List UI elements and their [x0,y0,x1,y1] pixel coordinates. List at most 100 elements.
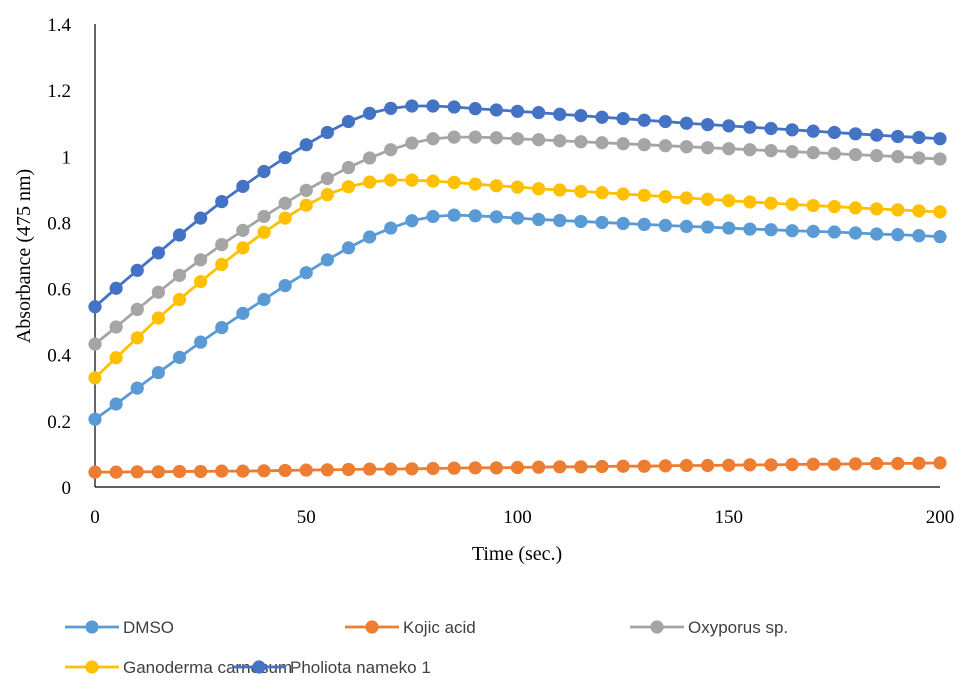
data-point [384,143,398,157]
data-point [109,281,123,295]
data-point [743,458,757,472]
data-point [637,217,651,232]
legend-label: DMSO [123,618,174,637]
data-point [194,211,208,225]
data-point [574,214,588,229]
data-point [848,457,863,471]
data-point [299,183,313,197]
data-point [510,180,525,194]
data-point [743,222,757,236]
data-point [405,136,419,150]
data-point [701,192,715,206]
data-point [236,179,250,193]
data-point [912,151,926,165]
data-point [215,237,229,252]
data-point [574,109,588,123]
data-point [299,463,313,477]
data-point [363,175,377,189]
series-1 [88,456,947,479]
data-point [426,132,440,146]
x-tick-label: 0 [90,507,100,528]
data-point [574,135,588,149]
data-point [172,464,187,479]
data-point [320,125,334,140]
data-point [257,209,271,224]
data-point [384,462,398,476]
data-point [194,335,208,349]
data-point [870,202,884,216]
y-tick-label: 1 [62,147,72,168]
data-point [299,198,313,212]
data-point [891,129,905,144]
x-tick-label: 50 [297,507,316,528]
data-point [891,150,905,164]
data-point [532,106,546,120]
data-point [299,138,313,152]
data-point [257,164,271,179]
data-point [679,191,694,205]
data-point [806,198,820,213]
axes [94,24,940,488]
data-point [679,458,694,473]
data-point [891,203,905,217]
data-point [130,381,144,395]
data-point [109,397,123,411]
data-point [701,141,715,155]
data-point [341,180,356,194]
y-tick-label: 0.2 [47,412,71,433]
data-point [658,139,672,153]
data-point [278,279,292,293]
data-point [384,221,398,235]
data-point [616,459,630,473]
data-point [848,148,863,162]
data-point [616,111,630,126]
data-point [722,194,736,208]
data-point [236,223,250,237]
data-point [426,99,440,113]
data-point [785,457,799,472]
data-point [616,216,630,231]
data-point [236,464,250,478]
data-point [912,130,926,145]
data-point [151,311,165,325]
data-point [468,177,482,191]
data-point [405,173,419,187]
data-point [785,224,799,238]
data-point [764,144,778,158]
data-point [405,99,419,113]
data-point [933,230,947,244]
data-point [764,458,778,472]
data-point [827,147,841,161]
data-point [637,113,651,127]
data-point [870,227,884,241]
series-0 [88,208,947,426]
data-point [489,179,503,193]
data-point [447,175,461,190]
data-point [722,142,736,156]
data-point [679,140,694,154]
y-tick-label: 0.6 [47,280,71,301]
data-point [447,208,461,222]
data-point [151,465,165,479]
data-point [510,211,525,225]
data-point [827,199,841,214]
data-point [912,456,926,470]
data-point [701,220,715,234]
data-point [194,253,208,267]
data-point [320,253,334,267]
data-point [426,461,440,476]
data-point [172,228,187,242]
data-point [215,321,229,335]
data-point [130,302,144,317]
data-point [553,213,567,228]
data-point [701,117,715,132]
data-point [426,174,440,188]
data-point [341,462,356,477]
series-3 [88,173,947,385]
data-point [532,133,546,147]
data-point [278,463,292,478]
data-point [658,190,672,204]
legend-item: Oxyporus sp. [630,618,788,637]
data-point [785,145,799,159]
data-point [384,173,398,187]
